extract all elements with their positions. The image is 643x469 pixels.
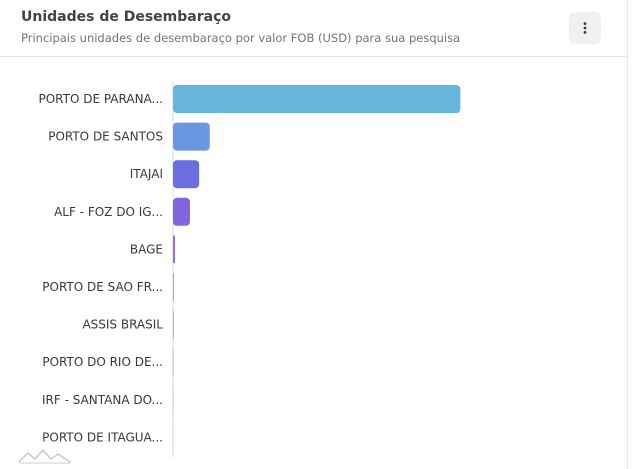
bar[interactable] [173, 385, 174, 414]
category-label: PORTO DE ITAGUA... [42, 430, 163, 444]
category-label: ITAJAI [130, 167, 163, 181]
category-label: PORTO DE PARANA... [38, 92, 163, 106]
chart-logo-icon [18, 449, 71, 464]
category-label: PORTO DE SANTOS [48, 130, 163, 144]
chart-card: Unidades de Desembaraço Principais unida… [0, 0, 628, 469]
bar[interactable] [173, 235, 176, 264]
category-label: PORTO DO RIO DE... [42, 355, 163, 369]
card-subtitle: Principais unidades de desembaraço por v… [21, 31, 461, 45]
bar-chart: PORTO DE PARANA... PORTO DE SANTOS ITAJAI A… [38, 82, 461, 457]
category-label: ALF - FOZ DO IG... [54, 205, 163, 219]
card-header: Unidades de Desembaraço Principais unida… [0, 0, 627, 57]
bar-chart-area: PORTO DE PARANA... PORTO DE SANTOS ITAJAI A… [0, 57, 627, 469]
bar[interactable] [173, 197, 190, 226]
bar[interactable] [173, 273, 174, 301]
category-label: ASSIS BRASIL [82, 318, 163, 332]
category-label: BAGE [130, 242, 163, 256]
card-title: Unidades de Desembaraço [21, 9, 231, 25]
bar[interactable] [173, 122, 210, 151]
bar[interactable] [173, 348, 174, 377]
bar[interactable] [173, 310, 174, 339]
bar[interactable] [173, 160, 200, 189]
vertical-dots-icon [583, 22, 587, 34]
category-label: PORTO DE SAO FR... [42, 280, 163, 294]
bar[interactable] [173, 85, 461, 113]
category-label: IRF - SANTANA DO... [42, 393, 163, 407]
card-menu-button[interactable] [569, 12, 601, 44]
bar[interactable] [173, 423, 174, 452]
